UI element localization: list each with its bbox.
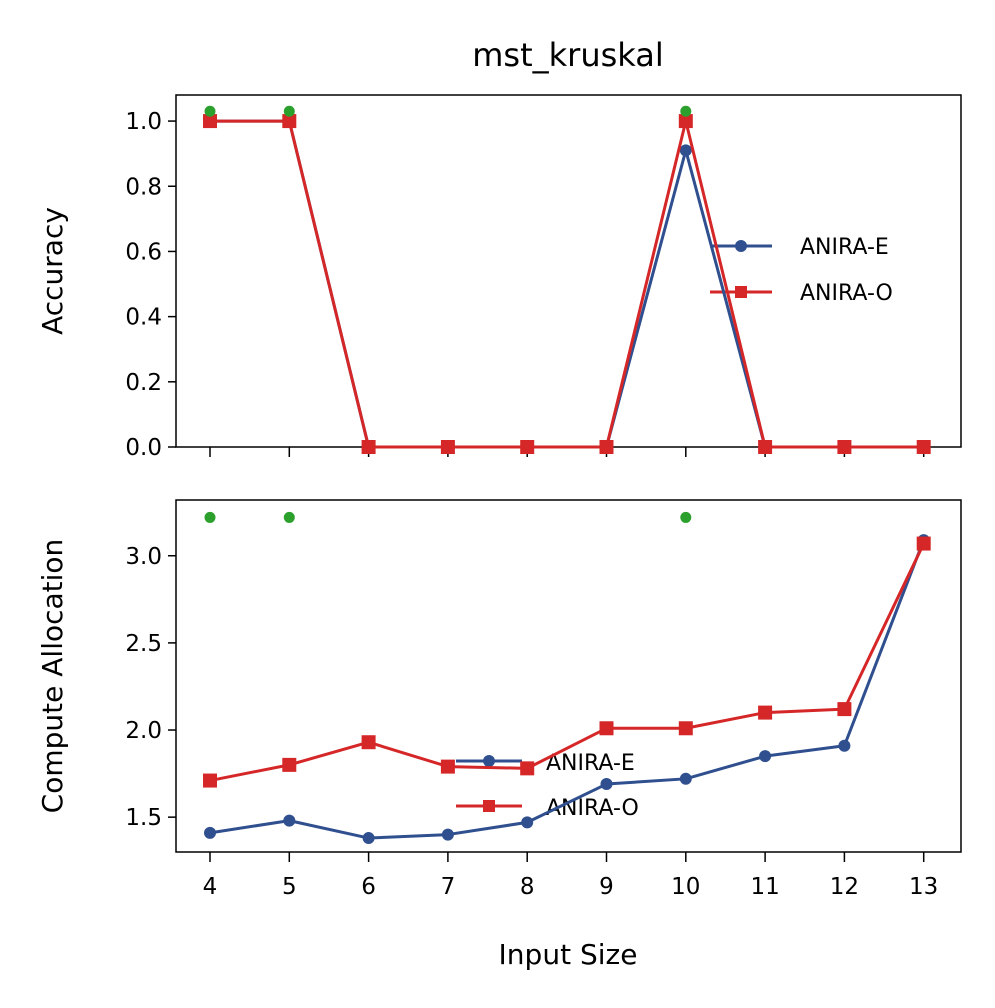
data-point-anira-o — [599, 440, 614, 454]
data-point-anira-e — [759, 750, 772, 763]
legend-label-anira-o: ANIRA-O — [546, 796, 639, 821]
series-line-anira-o — [210, 119, 924, 449]
xtick-label: 8 — [520, 874, 535, 900]
xtick-label: 6 — [361, 874, 376, 900]
series-line-anira-e — [209, 539, 926, 840]
data-point-anira-o — [361, 440, 376, 454]
ytick-label: 0.6 — [125, 239, 162, 265]
legend-marker-anira-o — [735, 286, 747, 298]
ytick-label: 3.0 — [125, 544, 162, 570]
data-point-anira-e — [441, 828, 454, 841]
data-point-anira-o — [361, 735, 376, 750]
data-point-anira-o — [837, 440, 852, 454]
legend-marker-anira-e — [735, 240, 747, 252]
compute-panel: Compute Allocation Input Size ANIRA-E AN… — [36, 499, 962, 971]
ytick-label: 0.2 — [125, 370, 162, 396]
data-point-anira-o — [282, 757, 297, 772]
data-point-anira-e — [679, 772, 692, 785]
ytick-label: 0.4 — [125, 305, 162, 331]
legend-label-anira-e: ANIRA-E — [800, 235, 889, 260]
highlight-point — [680, 105, 692, 117]
series-line-anira-o — [209, 542, 926, 783]
accuracy-plot-frame — [175, 94, 962, 448]
xtick-label: 11 — [750, 874, 779, 900]
xtick-label: 5 — [282, 874, 297, 900]
xtick-label: 4 — [203, 874, 218, 900]
highlight-point — [283, 511, 295, 523]
accuracy-legend: ANIRA-E ANIRA-O — [710, 235, 893, 306]
data-point-anira-o — [599, 721, 614, 736]
compute-ylabel: Compute Allocation — [36, 539, 69, 814]
data-point-anira-o — [282, 114, 297, 129]
data-point-anira-e — [521, 816, 534, 829]
xtick-label: 7 — [441, 874, 456, 900]
data-point-anira-e — [600, 778, 613, 791]
data-point-anira-o — [837, 702, 852, 717]
data-point-anira-o — [440, 440, 455, 454]
chart-title: mst_kruskal — [472, 36, 664, 74]
data-point-anira-e — [204, 826, 216, 839]
xtick-label: 10 — [671, 874, 700, 900]
highlight-point — [680, 511, 692, 523]
compute-plot-frame — [175, 499, 962, 853]
data-point-anira-o — [758, 705, 773, 720]
compute-legend: ANIRA-E ANIRA-O — [456, 751, 639, 821]
xtick-label: 13 — [909, 874, 938, 900]
data-point-anira-o — [203, 114, 217, 129]
xtick-label: 9 — [599, 874, 614, 900]
data-point-anira-o — [916, 440, 931, 454]
legend-marker-anira-e — [483, 755, 495, 767]
highlight-point — [204, 511, 216, 523]
ytick-label: 0.8 — [125, 174, 162, 200]
ytick-label: 2.0 — [125, 718, 162, 744]
ytick-label: 1.0 — [125, 109, 162, 135]
data-point-anira-o — [678, 114, 693, 129]
data-point-anira-o — [678, 721, 693, 736]
data-point-anira-o — [758, 440, 773, 454]
legend-marker-anira-o — [483, 800, 495, 812]
highlight-point — [204, 105, 216, 117]
legend-label-anira-o: ANIRA-O — [800, 281, 893, 306]
data-point-anira-o — [916, 536, 931, 551]
compute-xlabel: Input Size — [499, 938, 638, 971]
data-point-anira-o — [520, 761, 535, 776]
data-point-anira-o — [203, 773, 217, 788]
data-point-anira-e — [283, 814, 296, 827]
data-point-anira-o — [520, 440, 535, 454]
legend-label-anira-e: ANIRA-E — [546, 751, 635, 776]
data-point-anira-o — [440, 759, 455, 774]
data-point-anira-e — [838, 739, 851, 752]
ytick-label: 2.5 — [125, 631, 162, 657]
xtick-label: 12 — [830, 874, 859, 900]
accuracy-panel: Accuracy ANIRA-E ANIRA-O 0.0 0.2 0.4 0.6 0.8… — [36, 94, 962, 461]
highlight-point — [283, 105, 295, 117]
ytick-label: 1.5 — [125, 805, 162, 831]
ytick-label: 0.0 — [125, 435, 162, 461]
data-point-anira-e — [362, 832, 375, 845]
accuracy-ylabel: Accuracy — [36, 207, 69, 335]
data-point-anira-e — [679, 144, 692, 157]
